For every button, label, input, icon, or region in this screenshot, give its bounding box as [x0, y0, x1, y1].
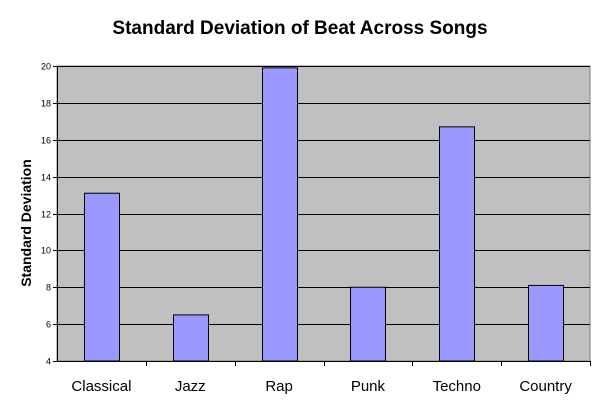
bar-country [528, 284, 564, 362]
y-tick-label-4: 4 [46, 357, 51, 367]
x-tick-label-classical: Classical [71, 378, 131, 395]
y-tick-label-20: 20 [41, 62, 51, 72]
x-tick-label-techno: Techno [433, 378, 481, 395]
y-tick-label-8: 8 [46, 283, 51, 293]
bar-rap [262, 67, 298, 362]
x-tick-label-jazz: Jazz [175, 378, 206, 395]
y-tick-label-16: 16 [41, 136, 51, 146]
y-tick-label-10: 10 [41, 246, 51, 256]
bar-jazz [173, 314, 209, 362]
bar-classical [84, 192, 120, 362]
chart-title: Standard Deviation of Beat Across Songs [112, 18, 487, 39]
y-tick-label-12: 12 [41, 210, 51, 220]
x-tick-label-punk: Punk [351, 378, 386, 395]
bar-punk [350, 286, 386, 362]
y-tick-label-6: 6 [46, 320, 51, 330]
y-tick-label-14: 14 [41, 173, 51, 183]
y-tick-label-18: 18 [41, 99, 51, 109]
plot-area: 4 6 8 10 12 14 16 18 20 Classical Jazz Rap Punk Techn… [41, 62, 591, 395]
y-axis-label: Standard Deviation [18, 159, 34, 287]
x-tick-label-country: Country [519, 378, 572, 395]
plot-background [56, 65, 591, 362]
x-tick-label-rap: Rap [265, 378, 293, 395]
bar-techno [439, 126, 475, 362]
